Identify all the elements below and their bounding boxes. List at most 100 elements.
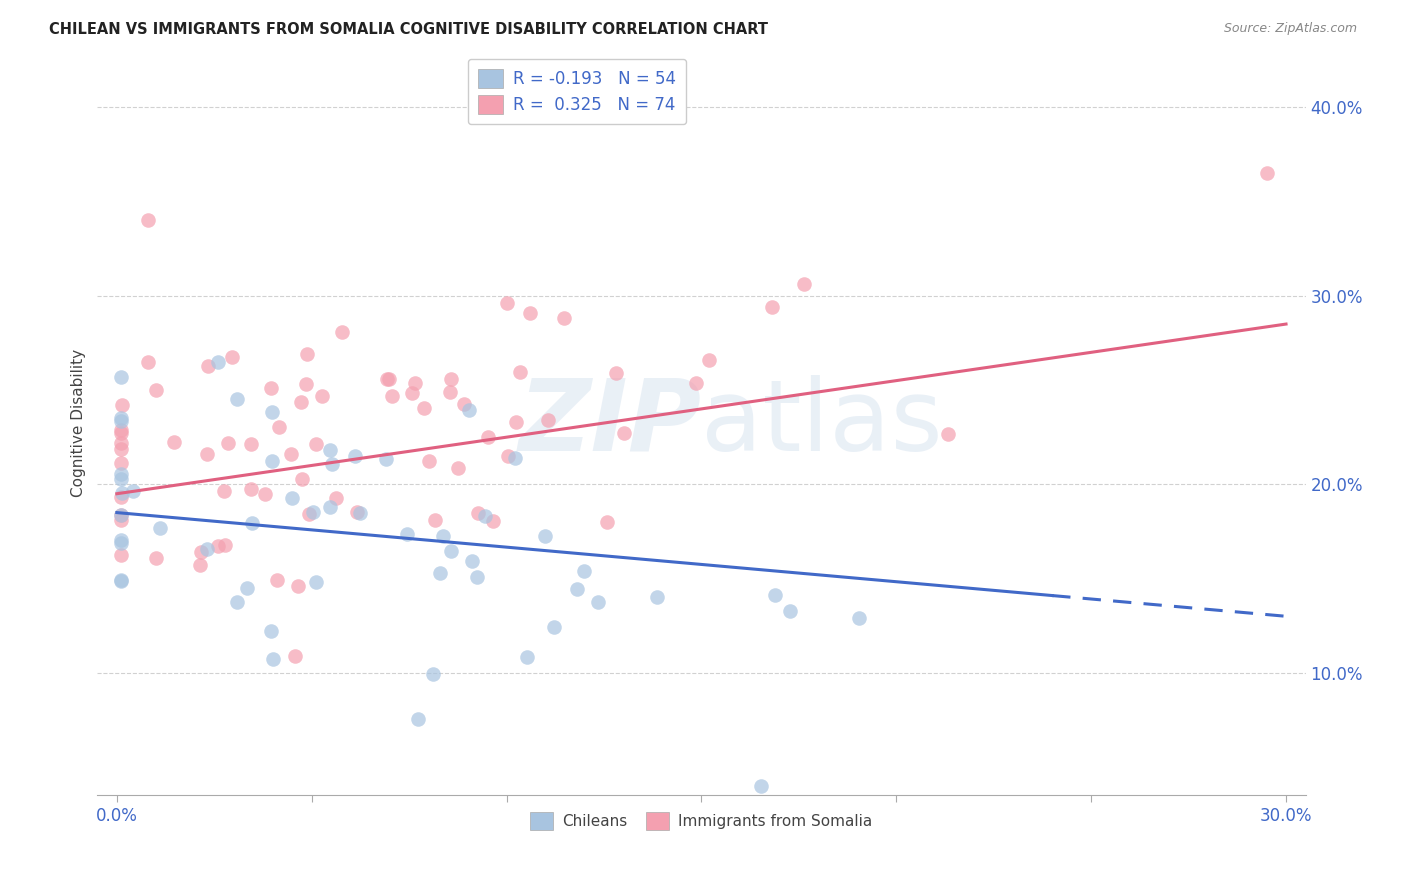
Point: [458, 402, 481, 417]
Point: [260, 381, 283, 395]
Point: [432, 529, 454, 543]
Point: [1256, 166, 1278, 180]
Point: [195, 446, 218, 460]
Legend: Chileans, Immigrants from Somalia: Chileans, Immigrants from Somalia: [524, 806, 879, 836]
Point: [217, 436, 239, 450]
Point: [287, 579, 309, 593]
Point: [110, 573, 132, 587]
Point: [295, 377, 318, 392]
Point: [440, 544, 463, 558]
Point: [221, 350, 243, 364]
Point: [516, 649, 538, 664]
Point: [343, 449, 366, 463]
Point: [346, 505, 368, 519]
Point: [474, 508, 496, 523]
Point: [439, 384, 461, 399]
Point: [110, 425, 132, 440]
Point: [401, 385, 423, 400]
Point: [110, 508, 132, 522]
Point: [418, 454, 440, 468]
Point: [240, 516, 263, 531]
Point: [236, 582, 259, 596]
Point: [110, 513, 132, 527]
Point: [110, 423, 132, 437]
Point: [572, 564, 595, 578]
Point: [319, 443, 342, 458]
Point: [110, 508, 132, 522]
Point: [110, 490, 132, 504]
Point: [793, 277, 815, 291]
Point: [197, 359, 219, 373]
Point: [110, 370, 132, 384]
Point: [110, 533, 132, 548]
Point: [482, 515, 505, 529]
Y-axis label: Cognitive Disability: Cognitive Disability: [72, 349, 86, 497]
Point: [253, 487, 276, 501]
Point: [207, 354, 229, 368]
Point: [848, 611, 870, 625]
Point: [111, 486, 134, 500]
Point: [543, 620, 565, 634]
Point: [226, 392, 249, 406]
Point: [429, 566, 451, 581]
Point: [565, 582, 588, 596]
Point: [404, 376, 426, 390]
Point: [325, 491, 347, 505]
Text: CHILEAN VS IMMIGRANTS FROM SOMALIA COGNITIVE DISABILITY CORRELATION CHART: CHILEAN VS IMMIGRANTS FROM SOMALIA COGNI…: [49, 22, 768, 37]
Point: [349, 506, 371, 520]
Point: [214, 538, 236, 552]
Point: [188, 558, 211, 572]
Point: [596, 515, 619, 529]
Point: [395, 527, 418, 541]
Point: [447, 461, 470, 475]
Point: [267, 419, 290, 434]
Point: [145, 551, 167, 566]
Point: [163, 435, 186, 450]
Point: [110, 442, 132, 456]
Point: [110, 535, 132, 549]
Point: [145, 383, 167, 397]
Point: [413, 401, 436, 415]
Point: [505, 415, 527, 429]
Point: [477, 430, 499, 444]
Point: [212, 483, 235, 498]
Point: [110, 436, 132, 450]
Point: [298, 507, 321, 521]
Point: [260, 405, 283, 419]
Point: [509, 366, 531, 380]
Point: [761, 301, 783, 315]
Point: [311, 389, 333, 403]
Point: [423, 513, 446, 527]
Point: [295, 347, 318, 361]
Point: [240, 436, 263, 450]
Point: [467, 507, 489, 521]
Point: [586, 595, 609, 609]
Point: [195, 542, 218, 557]
Point: [110, 548, 132, 562]
Point: [260, 624, 283, 638]
Point: [381, 389, 404, 403]
Point: [226, 595, 249, 609]
Point: [613, 425, 636, 440]
Point: [537, 413, 560, 427]
Point: [697, 352, 720, 367]
Text: Source: ZipAtlas.com: Source: ZipAtlas.com: [1223, 22, 1357, 36]
Point: [496, 296, 519, 310]
Point: [290, 394, 312, 409]
Point: [465, 570, 488, 584]
Point: [207, 540, 229, 554]
Point: [110, 411, 132, 425]
Point: [605, 366, 627, 380]
Point: [302, 505, 325, 519]
Point: [281, 491, 304, 506]
Point: [453, 396, 475, 410]
Point: [533, 529, 555, 543]
Point: [375, 372, 398, 386]
Point: [291, 472, 314, 486]
Point: [239, 482, 262, 496]
Point: [190, 545, 212, 559]
Point: [519, 306, 541, 320]
Point: [461, 554, 484, 568]
Point: [305, 574, 328, 589]
Point: [749, 779, 772, 793]
